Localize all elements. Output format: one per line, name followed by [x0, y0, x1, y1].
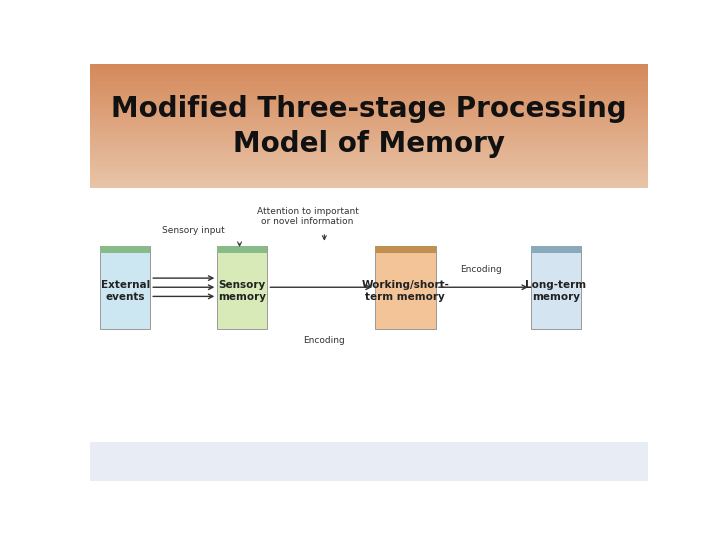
Bar	[90, 103, 648, 105]
Bar	[90, 112, 648, 114]
Bar	[90, 139, 648, 141]
Bar	[90, 119, 648, 122]
Bar	[90, 85, 648, 88]
Bar	[90, 65, 648, 68]
Bar	[90, 168, 648, 171]
Bar	[90, 161, 648, 163]
Bar	[90, 90, 648, 92]
Bar	[90, 123, 648, 125]
Bar	[90, 188, 648, 442]
Bar	[90, 75, 648, 77]
Bar	[90, 114, 648, 117]
Text: Modified Three-stage Processing
Model of Memory: Modified Three-stage Processing Model of…	[111, 95, 627, 158]
Text: Long-term
memory: Long-term memory	[526, 280, 587, 302]
Bar	[90, 172, 648, 174]
Bar	[90, 110, 648, 112]
Bar	[90, 64, 648, 66]
Bar	[90, 138, 648, 140]
Text: Sensory input: Sensory input	[162, 226, 225, 235]
Bar	[90, 99, 648, 102]
Bar	[90, 178, 648, 180]
Bar	[90, 93, 648, 96]
Bar	[90, 84, 648, 86]
Bar	[90, 141, 648, 143]
Bar	[90, 81, 648, 83]
Bar	[90, 183, 648, 185]
Bar	[90, 159, 648, 161]
Bar	[90, 94, 648, 97]
Bar	[90, 96, 648, 99]
Bar	[90, 73, 648, 76]
Bar	[531, 246, 581, 253]
Bar	[90, 173, 648, 176]
Bar	[90, 158, 648, 160]
Bar	[90, 135, 648, 137]
Bar	[90, 165, 648, 168]
Text: Sensory
memory: Sensory memory	[218, 280, 266, 302]
Bar	[90, 145, 648, 148]
Text: External
events: External events	[101, 280, 150, 302]
Bar	[90, 78, 648, 80]
Bar	[90, 70, 648, 72]
Bar	[90, 98, 648, 100]
Bar	[90, 118, 648, 120]
Bar	[90, 442, 648, 481]
Bar	[90, 164, 648, 166]
Bar	[90, 143, 648, 145]
Bar	[531, 246, 581, 329]
Bar	[90, 175, 648, 177]
Bar	[90, 144, 648, 146]
Text: Encoding: Encoding	[304, 336, 345, 345]
Bar	[90, 121, 648, 123]
Text: Attention to important
or novel information: Attention to important or novel informat…	[257, 207, 359, 226]
Bar	[90, 92, 648, 94]
Bar	[217, 246, 267, 329]
Bar	[90, 170, 648, 172]
Bar	[90, 105, 648, 108]
Bar	[90, 130, 648, 132]
Bar	[90, 132, 648, 134]
Bar	[90, 69, 648, 71]
Bar	[90, 101, 648, 103]
Bar	[217, 246, 267, 253]
Bar	[374, 246, 436, 253]
Bar	[90, 133, 648, 136]
Bar	[90, 129, 648, 131]
Bar	[90, 148, 648, 151]
Bar	[90, 76, 648, 79]
Bar	[90, 72, 648, 74]
Bar	[90, 89, 648, 91]
Bar	[100, 246, 150, 253]
Bar	[90, 184, 648, 186]
Bar	[90, 116, 648, 119]
Text: Working/short-
term memory: Working/short- term memory	[361, 280, 449, 302]
Bar	[90, 83, 648, 85]
Bar	[90, 113, 648, 116]
Bar	[90, 167, 648, 170]
Bar	[100, 246, 150, 329]
Bar	[90, 176, 648, 179]
Bar	[90, 163, 648, 165]
Bar	[90, 107, 648, 110]
Bar	[90, 125, 648, 128]
Bar	[90, 79, 648, 82]
Bar	[90, 67, 648, 70]
Bar	[90, 152, 648, 154]
Bar	[90, 127, 648, 130]
Bar	[90, 136, 648, 139]
Bar	[90, 87, 648, 90]
Bar	[90, 181, 648, 183]
Bar	[90, 150, 648, 152]
Bar	[90, 179, 648, 182]
Bar	[374, 246, 436, 329]
Bar	[90, 124, 648, 126]
Bar	[90, 147, 648, 150]
Bar	[90, 155, 648, 157]
Text: Encoding: Encoding	[460, 265, 501, 274]
Bar	[90, 104, 648, 106]
Bar	[90, 186, 648, 188]
Bar	[90, 156, 648, 159]
Bar	[90, 153, 648, 156]
Bar	[90, 109, 648, 111]
